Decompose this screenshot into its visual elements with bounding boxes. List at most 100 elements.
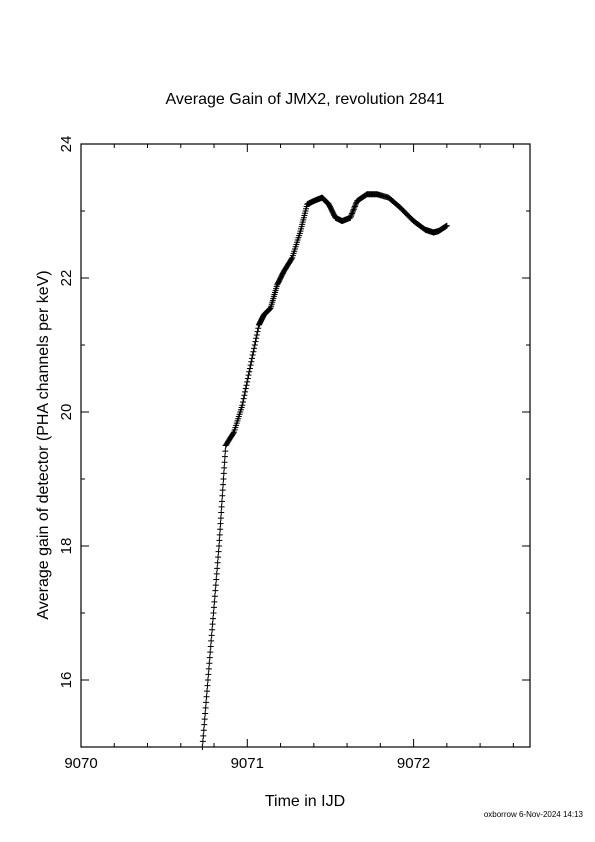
data-point xyxy=(350,206,357,213)
tick-marks xyxy=(80,143,530,748)
data-point xyxy=(214,565,221,572)
data-point xyxy=(443,222,450,229)
data-point xyxy=(250,348,257,355)
data-point xyxy=(221,459,228,466)
y-tick-label: 22 xyxy=(58,270,75,287)
data-point xyxy=(253,331,260,338)
data-point xyxy=(254,328,261,335)
data-point xyxy=(205,671,212,678)
data-point xyxy=(240,398,246,405)
timestamp-footer: oxborrow 6-Nov-2024 14:13 xyxy=(483,810,583,819)
data-point xyxy=(218,509,225,516)
data-point xyxy=(352,202,359,209)
data-point xyxy=(202,704,209,711)
data-point xyxy=(352,200,359,207)
data-point xyxy=(220,476,227,482)
data-point xyxy=(220,481,227,488)
data-point xyxy=(255,325,262,332)
data-points xyxy=(199,191,450,750)
plot-frame xyxy=(80,143,531,748)
data-point xyxy=(206,654,213,661)
data-point xyxy=(267,305,274,312)
y-tick-label: 24 xyxy=(58,136,75,153)
y-axis-label: Average gain of detector (PHA channels p… xyxy=(35,270,52,619)
data-point xyxy=(199,738,206,745)
data-point xyxy=(251,345,258,352)
data-point xyxy=(216,537,223,544)
data-point xyxy=(241,392,248,399)
data-point xyxy=(216,531,223,538)
data-point xyxy=(204,677,211,683)
data-point xyxy=(216,543,223,549)
data-point xyxy=(210,604,217,611)
x-tick-label: 9071 xyxy=(231,755,264,772)
data-point xyxy=(217,515,224,522)
data-point xyxy=(218,503,225,510)
data-point xyxy=(202,710,209,717)
data-point xyxy=(252,338,259,345)
data-point xyxy=(206,660,213,667)
data-point xyxy=(240,395,247,402)
data-point xyxy=(213,576,220,583)
data-point xyxy=(219,487,226,494)
data-point xyxy=(212,587,219,594)
data-point xyxy=(288,256,295,263)
data-point xyxy=(204,688,211,695)
data-point xyxy=(221,464,228,471)
data-point xyxy=(217,526,224,533)
data-point xyxy=(207,649,214,656)
data-point xyxy=(209,626,216,633)
data-point xyxy=(349,209,356,216)
y-tick-label: 16 xyxy=(58,672,75,689)
y-tick-label: 18 xyxy=(58,538,75,555)
data-point xyxy=(208,632,215,639)
data-point xyxy=(247,362,254,369)
data-point xyxy=(212,582,219,589)
data-point xyxy=(253,335,260,342)
data-point xyxy=(203,693,210,700)
data-point xyxy=(242,385,249,392)
data-point xyxy=(347,214,354,221)
data-point xyxy=(209,621,216,628)
data-point xyxy=(351,204,358,211)
data-point xyxy=(211,598,218,605)
data-point xyxy=(210,615,217,622)
x-axis-label: Time in IJD xyxy=(265,793,345,810)
data-point xyxy=(204,682,211,689)
data-point xyxy=(210,610,217,616)
data-point xyxy=(249,355,256,362)
data-point xyxy=(215,548,222,555)
data-point xyxy=(214,559,221,566)
data-point xyxy=(242,388,249,395)
data-point xyxy=(201,721,208,728)
data-point xyxy=(244,375,251,382)
data-point xyxy=(203,699,210,706)
data-point xyxy=(211,593,218,600)
data-point xyxy=(207,643,214,650)
y-tick-label: 20 xyxy=(58,404,75,421)
data-point xyxy=(351,203,358,210)
data-point xyxy=(215,554,222,561)
data-point xyxy=(200,732,207,739)
data-point xyxy=(348,211,355,218)
data-point xyxy=(222,448,229,455)
x-tick-label: 9070 xyxy=(64,755,97,772)
data-point xyxy=(220,470,227,477)
data-point xyxy=(199,744,206,750)
data-point xyxy=(350,207,357,214)
data-point xyxy=(251,342,258,348)
data-point xyxy=(230,430,237,437)
data-point xyxy=(217,520,224,527)
data-point xyxy=(200,727,207,734)
data-point xyxy=(249,352,256,359)
chart-title: Average Gain of JMX2, revolution 2841 xyxy=(166,91,445,108)
data-point xyxy=(246,365,253,372)
x-tick-label: 9072 xyxy=(397,755,430,772)
data-point xyxy=(218,498,225,505)
data-point xyxy=(266,306,273,313)
data-point xyxy=(347,213,354,220)
data-point xyxy=(208,637,215,644)
data-point xyxy=(213,570,220,577)
data-point xyxy=(239,402,246,409)
